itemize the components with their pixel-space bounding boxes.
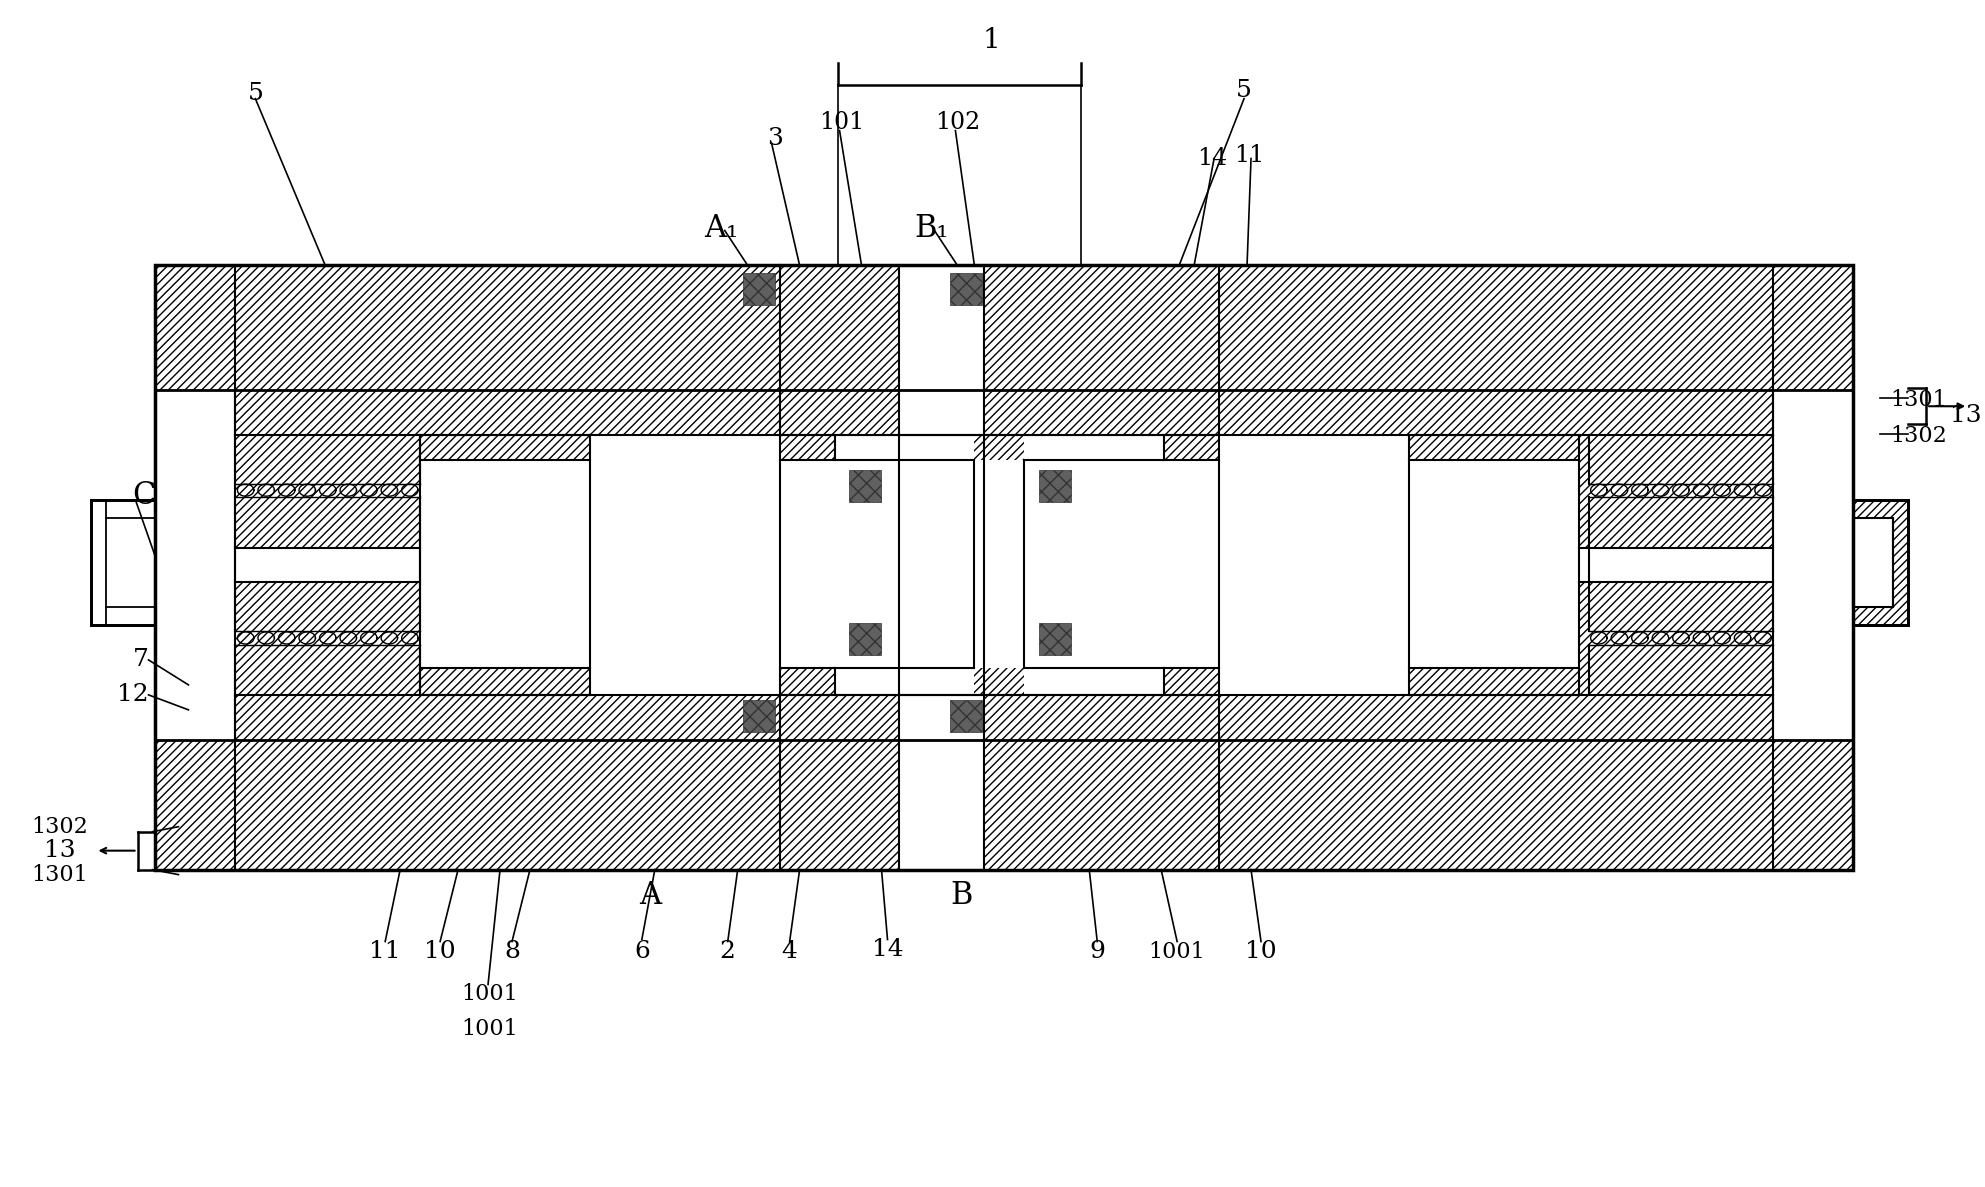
Text: 101: 101 <box>820 112 863 134</box>
Bar <box>1854 500 1908 626</box>
Bar <box>1409 461 1578 668</box>
Bar <box>590 436 780 694</box>
Polygon shape <box>975 668 1024 694</box>
Text: 8: 8 <box>504 940 520 963</box>
Bar <box>1854 518 1894 607</box>
Bar <box>421 461 590 668</box>
Polygon shape <box>780 436 834 461</box>
Text: B₁: B₁ <box>915 212 949 245</box>
Bar <box>1773 740 1854 870</box>
Polygon shape <box>985 266 1219 870</box>
Bar <box>780 436 1219 694</box>
Bar <box>899 266 985 870</box>
Bar <box>236 548 421 583</box>
Text: 1001: 1001 <box>1149 940 1205 963</box>
Bar <box>848 470 881 502</box>
Bar <box>1219 436 1409 694</box>
Text: 10: 10 <box>1245 940 1276 963</box>
Bar <box>155 391 1854 436</box>
Text: 1001: 1001 <box>463 984 518 1005</box>
Text: 10: 10 <box>425 940 457 963</box>
Polygon shape <box>1163 436 1219 461</box>
Polygon shape <box>1409 668 1578 694</box>
Bar <box>951 273 983 305</box>
Polygon shape <box>1219 694 1409 740</box>
Polygon shape <box>1409 436 1578 461</box>
Polygon shape <box>421 436 590 461</box>
Text: 102: 102 <box>935 112 981 134</box>
Text: 5: 5 <box>1237 80 1253 102</box>
Bar <box>91 500 155 626</box>
Bar <box>1578 548 1773 583</box>
Text: 2: 2 <box>721 940 736 963</box>
Polygon shape <box>1219 391 1409 436</box>
Bar <box>1040 623 1072 655</box>
Text: 1001: 1001 <box>463 1018 518 1041</box>
Polygon shape <box>590 391 780 436</box>
Text: 14: 14 <box>871 938 903 961</box>
Text: 1302: 1302 <box>32 815 87 838</box>
Bar <box>1024 461 1163 668</box>
Text: 12: 12 <box>117 684 149 706</box>
Text: 1301: 1301 <box>32 864 87 886</box>
Bar <box>742 700 774 732</box>
Polygon shape <box>421 668 590 694</box>
Text: A₁: A₁ <box>705 212 738 245</box>
Text: 4: 4 <box>782 940 798 963</box>
Text: 14: 14 <box>1197 147 1227 170</box>
Bar <box>155 266 1854 870</box>
Bar <box>742 273 774 305</box>
Polygon shape <box>780 668 834 694</box>
Text: 5: 5 <box>248 82 264 106</box>
Text: 11: 11 <box>369 940 401 963</box>
Bar <box>155 391 236 740</box>
Text: 1302: 1302 <box>1890 425 1947 447</box>
Bar <box>155 266 1854 870</box>
Polygon shape <box>236 436 421 548</box>
Bar <box>105 518 155 607</box>
Polygon shape <box>590 694 780 740</box>
Bar <box>1773 266 1854 391</box>
Text: 13: 13 <box>1949 404 1981 427</box>
Bar <box>155 391 1854 740</box>
Text: 1301: 1301 <box>1890 389 1947 411</box>
Text: 3: 3 <box>766 127 782 150</box>
Bar <box>1040 470 1072 502</box>
Text: B: B <box>951 880 973 912</box>
Text: 13: 13 <box>44 839 75 862</box>
Bar <box>155 266 236 391</box>
Text: 1: 1 <box>983 27 1000 55</box>
Text: A: A <box>639 880 661 912</box>
Text: C: C <box>133 480 157 510</box>
Bar <box>834 461 975 668</box>
Bar <box>1773 391 1854 740</box>
Polygon shape <box>1578 582 1773 694</box>
Text: 7: 7 <box>133 648 149 672</box>
Text: 6: 6 <box>633 940 649 963</box>
Polygon shape <box>780 266 899 870</box>
Bar <box>951 700 983 732</box>
Text: 9: 9 <box>1090 940 1106 963</box>
Bar <box>848 623 881 655</box>
Bar <box>155 740 236 870</box>
Polygon shape <box>975 436 1024 461</box>
Polygon shape <box>1163 668 1219 694</box>
Polygon shape <box>236 582 421 694</box>
Text: 11: 11 <box>1235 144 1264 167</box>
Polygon shape <box>1578 436 1773 548</box>
Bar <box>155 694 1854 740</box>
